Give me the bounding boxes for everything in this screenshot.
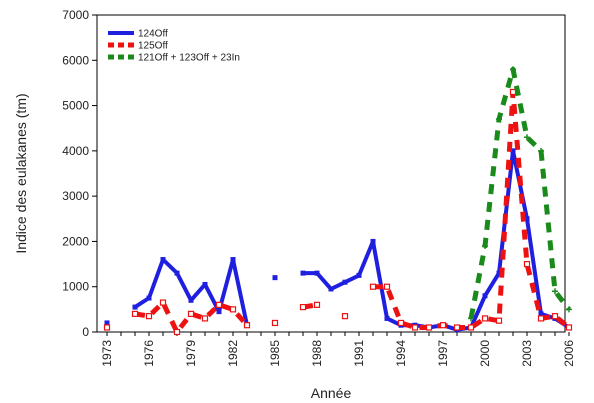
y-tick-label: 5000 [62,99,89,113]
y-tick-label: 4000 [62,144,89,158]
x-tick-label: 2006 [562,340,576,367]
data-point [538,147,544,154]
x-tick-label: 1973 [100,340,114,367]
data-point [131,310,139,317]
x-tick-label: 1997 [436,340,450,367]
data-point [341,313,349,320]
data-point [313,301,321,308]
y-tick-label: 2000 [62,234,89,248]
data-point [453,324,461,331]
data-point [496,270,502,276]
data-point [467,324,475,331]
data-point [510,66,516,73]
data-point [482,242,488,249]
legend-label: 121Off + 123Off + 23In [138,53,240,64]
data-point [188,297,194,303]
legend-label: 125Off [138,41,168,52]
x-tick-label: 2000 [478,340,492,367]
data-point [159,299,167,306]
data-point [104,320,110,326]
data-point [565,324,573,331]
data-point [215,301,223,308]
x-tick-label: 1976 [142,340,156,367]
y-tick-label: 3000 [62,189,89,203]
data-point [272,275,278,281]
data-point [132,304,138,310]
x-tick-label: 1991 [352,340,366,367]
y-tick-label: 6000 [62,53,89,67]
data-point [524,216,530,222]
data-point [509,88,517,96]
data-point [187,310,195,317]
x-tick-label: 1979 [184,340,198,367]
data-point [243,322,251,329]
y-tick-label: 1000 [62,280,89,294]
series-line [134,300,249,335]
series-line [373,89,571,330]
data-point [216,309,222,315]
series-layer [103,66,573,336]
data-point [384,315,390,321]
data-point [145,313,153,320]
x-tick-label: 1994 [394,340,408,367]
data-point [173,328,181,336]
data-point [356,272,362,278]
data-point [328,286,334,292]
data-point [146,295,152,301]
axes: 0 1000 2000 3000 4000 5000 6000 7000 1973 1976 197… [62,8,576,367]
x-tick-label: 1982 [226,340,240,367]
data-point [230,257,236,263]
data-point [523,260,531,268]
x-tick-label: 2003 [520,340,534,367]
data-point [103,324,111,331]
data-point [383,283,391,290]
data-point [482,293,488,299]
data-point [481,315,489,322]
data-point [439,322,447,329]
data-point [495,317,503,324]
y-tick-label: 0 [82,325,89,339]
legend-label: 124Off [138,29,168,40]
data-point [299,303,307,311]
x-axis-title: Année [311,385,352,401]
data-point [524,134,530,141]
series-2 [103,88,573,336]
data-point [566,306,572,313]
data-point [201,315,209,322]
data-point [537,315,545,322]
data-point [229,306,237,313]
data-point [202,281,208,287]
data-point [551,313,559,320]
data-point [425,324,433,331]
data-point [552,288,558,295]
series-line [303,148,571,332]
data-point [397,319,405,327]
data-point [496,116,502,123]
y-axis-title: Indice des eulakanes (tm) [13,93,29,253]
series-3 [468,66,572,322]
data-point [300,270,306,276]
y-tick-label: 7000 [62,8,89,22]
x-tick-label: 1988 [310,340,324,367]
data-point [538,311,544,317]
data-point [342,279,348,285]
data-point [370,238,376,244]
data-point [174,270,180,276]
data-point [468,315,474,322]
data-point [271,319,279,327]
series-line [468,66,571,319]
data-point [411,324,419,331]
data-point [510,148,516,154]
data-point [314,270,320,276]
x-tick-label: 1985 [268,340,282,367]
data-point [160,257,166,263]
data-point [369,283,377,290]
